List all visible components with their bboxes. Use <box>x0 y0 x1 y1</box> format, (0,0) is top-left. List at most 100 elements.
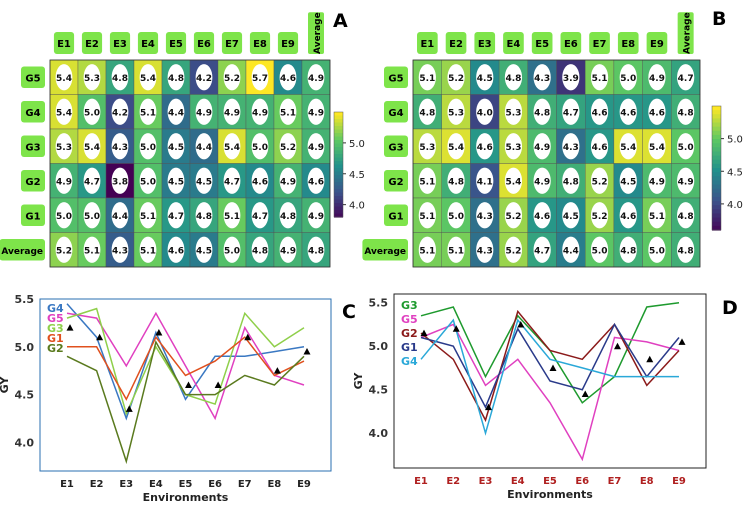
cell-value: 4.9 <box>252 108 268 118</box>
colorbar-segment <box>712 139 721 144</box>
cell-value: 4.4 <box>196 143 212 153</box>
colorbar-segment <box>712 155 721 161</box>
cell-value: 4.5 <box>477 74 493 84</box>
cell-oval <box>677 64 695 91</box>
cell-oval <box>195 133 213 160</box>
average-marker <box>452 325 460 332</box>
colorbar-segment <box>712 130 721 136</box>
colorbar-segment <box>334 185 343 190</box>
colorbar-tick-label: 4.5 <box>349 170 365 181</box>
col-header-box-e3 <box>474 32 496 54</box>
cell-value: 4.6 <box>477 143 493 153</box>
cell-value: 5.3 <box>505 143 521 153</box>
cell-value: 3.8 <box>112 177 128 187</box>
col-header-box-e3 <box>109 32 131 54</box>
cell-oval <box>476 64 494 91</box>
y-tick-label: 5.0 <box>15 341 35 354</box>
y-tick-label: 4.5 <box>15 389 35 402</box>
legend-g1: G1 <box>47 332 64 345</box>
cell-oval <box>55 202 73 229</box>
col-header-box-e4 <box>137 32 159 54</box>
colorbar-segment <box>334 213 343 218</box>
average-marker <box>96 333 104 341</box>
x-axis-label: Environments <box>143 491 229 504</box>
colorbar-segment <box>334 129 343 134</box>
cell-oval <box>619 98 637 125</box>
x-tick-label-e5: E5 <box>543 476 557 487</box>
cell-oval <box>83 202 101 229</box>
col-header-box-e5 <box>531 32 553 54</box>
cell-value: 4.8 <box>678 108 694 118</box>
average-marker <box>678 338 686 345</box>
cell-value: 4.7 <box>563 108 579 118</box>
cell-value: 5.3 <box>419 143 435 153</box>
cell-oval <box>83 167 101 194</box>
colorbar-segment <box>712 168 721 173</box>
x-tick-label-e4: E4 <box>511 476 525 487</box>
x-tick-label-e2: E2 <box>446 476 460 487</box>
cell-oval <box>279 64 297 91</box>
cell-value: 4.2 <box>112 108 128 118</box>
colorbar-segment <box>334 192 343 197</box>
cell-value: 4.8 <box>112 74 128 84</box>
cell-oval <box>167 98 185 125</box>
col-header-average-box <box>308 12 324 54</box>
cell-value: 4.3 <box>534 74 550 84</box>
cell-value: 4.5 <box>168 177 184 187</box>
cell-value: 5.3 <box>448 108 464 118</box>
colorbar-segment <box>712 134 721 140</box>
legend-g5: G5 <box>47 312 64 325</box>
x-tick-label-e1: E1 <box>60 479 74 490</box>
cell-oval <box>111 167 129 194</box>
cell-value: 4.6 <box>280 74 296 84</box>
series-line-g2 <box>66 339 305 465</box>
cell-oval <box>619 202 637 229</box>
cell-oval <box>619 236 637 263</box>
cell-value: 5.2 <box>280 143 296 153</box>
cell-value: 5.1 <box>140 246 156 256</box>
cell-value: 4.8 <box>168 74 184 84</box>
colorbar-segment <box>712 151 721 157</box>
cell-oval <box>195 202 213 229</box>
cell-oval <box>447 202 465 229</box>
col-header-e4: E4 <box>507 39 521 50</box>
cell-oval <box>83 98 101 125</box>
col-header-e1: E1 <box>420 39 434 50</box>
cell-oval <box>447 64 465 91</box>
colorbar-segment <box>712 192 721 198</box>
cell-oval <box>139 236 157 263</box>
cell-oval <box>562 202 580 229</box>
cell-value: 4.8 <box>252 246 268 256</box>
cell-oval <box>279 167 297 194</box>
legend-g4: G4 <box>401 355 418 368</box>
cell-value: 4.6 <box>620 108 636 118</box>
cell-oval <box>279 98 297 125</box>
series-line-g1 <box>67 335 305 401</box>
cell-oval <box>251 167 269 194</box>
cell-oval <box>619 64 637 91</box>
cell-value: 5.0 <box>649 246 665 256</box>
col-header-e9: E9 <box>281 39 295 50</box>
cell-oval <box>111 236 129 263</box>
row-header-g1: G1 <box>25 211 40 222</box>
x-tick-label-e3: E3 <box>119 479 133 490</box>
series-line-g4 <box>420 318 679 436</box>
cell-oval <box>307 133 325 160</box>
average-marker <box>303 348 311 355</box>
cell-value: 4.8 <box>196 212 212 222</box>
colorbar-segment <box>334 115 343 120</box>
cell-value: 5.4 <box>84 143 100 153</box>
cell-oval <box>195 167 213 194</box>
cell-value: 5.1 <box>419 177 435 187</box>
row-header-box-g5 <box>21 66 45 88</box>
cell-value: 5.0 <box>448 212 464 222</box>
cell-oval <box>139 64 157 91</box>
cell-value: 4.7 <box>84 177 100 187</box>
colorbar-segment <box>334 203 343 208</box>
average-marker <box>485 403 492 411</box>
col-header-box-e1 <box>53 32 75 54</box>
cell-value: 4.6 <box>168 246 184 256</box>
cell-oval <box>562 98 580 125</box>
cell-oval <box>279 133 297 160</box>
colorbar-segment <box>334 161 343 166</box>
